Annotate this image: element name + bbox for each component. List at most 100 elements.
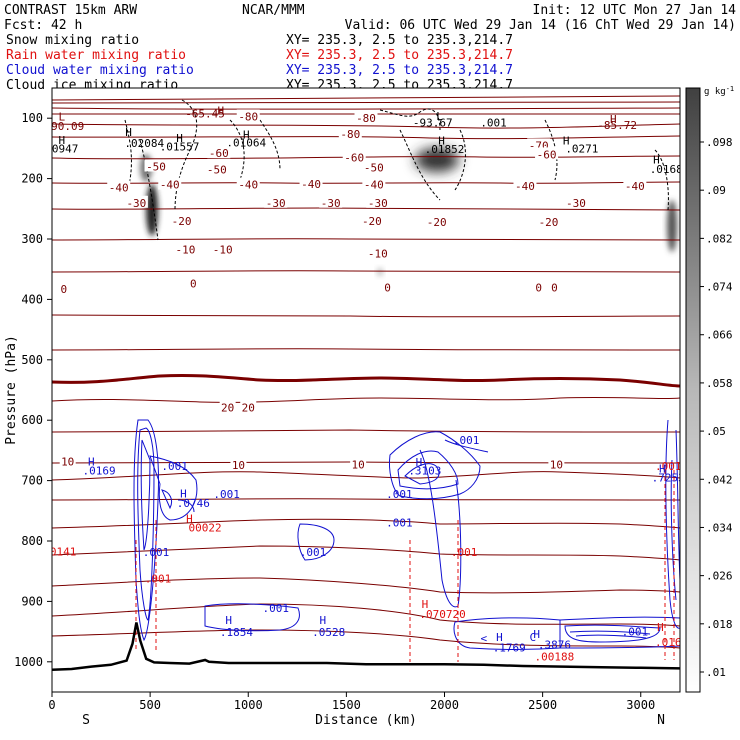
colorbar-tick-label: .018	[706, 618, 733, 631]
extremum-label: .7253	[652, 472, 685, 485]
field-xy-cloudwater: XY= 235.3, 2.5 to 235.3,214.7	[286, 63, 513, 78]
temperature-label-bg	[59, 454, 76, 467]
extremum-label: .01064	[226, 136, 266, 149]
temperature-label-bg	[362, 177, 386, 190]
x-axis-label: Distance (km)	[315, 713, 417, 728]
extremum-label: .001	[145, 572, 172, 585]
extremum-label: -85.72	[597, 119, 637, 132]
temperature-label-bg	[548, 457, 565, 470]
temperature-contour-label: 20	[221, 402, 234, 415]
colorbar-ticks: .098 .09 .082 .074 .066 .058 .05 .042 .034 .026 .0…	[700, 136, 733, 679]
extremum-label: .016	[655, 636, 682, 649]
temperature-labels: -80-80-80-60-70-60-60-50 -50 -50-40 -40 -40-…	[59, 109, 647, 472]
extremum-label: H	[496, 631, 503, 644]
temperature-contour-label: -60	[344, 151, 364, 164]
temperature-contour-label: 10	[550, 458, 563, 471]
extremum-label: H	[422, 598, 429, 611]
extremum-label: H	[320, 614, 327, 627]
temperature-label-bg	[362, 160, 386, 173]
x-axis-right-end-label: N	[657, 713, 665, 728]
temperature-label-bg	[564, 195, 588, 208]
extremum-label: H	[438, 135, 445, 148]
extremum-label: .070720	[419, 608, 465, 621]
extremum-label: .0528	[312, 626, 345, 639]
freezing-level-contour	[52, 373, 680, 388]
y-tick-label: 600	[21, 413, 43, 427]
colorbar-ramp	[685, 87, 701, 693]
x-tick-label: 500	[139, 698, 161, 712]
field-xy-snow: XY= 235.3, 2.5 to 235.3,214.7	[286, 33, 513, 48]
extremum-label: 90.09	[51, 120, 84, 133]
extremum-label: L	[436, 110, 443, 123]
x-tick-label: 2000	[430, 698, 459, 712]
colorbar-tick-label: .042	[706, 473, 733, 486]
temperature-label-bg	[219, 400, 236, 413]
temperature-contour-label: 0	[551, 281, 558, 294]
temperature-contour-label: 0	[384, 281, 391, 294]
y-tick-label: 800	[21, 534, 43, 548]
temperature-label-bg	[59, 282, 69, 295]
extremum-label: .0271	[565, 142, 598, 155]
temperature-contour-label: -30	[321, 197, 341, 210]
forecast-hour: Fcst: 42 h	[4, 18, 82, 33]
snow-blob-4	[667, 200, 677, 252]
temperature-label-bg	[240, 400, 257, 413]
extremum-label: .001	[161, 460, 188, 473]
temperature-contour-label: 10	[352, 458, 365, 471]
temperature-label-bg	[236, 109, 260, 122]
temperature-label-bg	[366, 195, 390, 208]
temperature-label-bg	[144, 159, 168, 172]
temperature-contour-label: -10	[176, 243, 196, 256]
colorbar-tick-label: .034	[706, 521, 733, 534]
extremum-label: .001	[213, 488, 240, 501]
temperature-contour-label: -10	[368, 247, 388, 260]
temperature-contour-label: -50	[364, 162, 384, 175]
y-tick-label: 1000	[14, 655, 43, 669]
extremum-label: .1854	[220, 626, 253, 639]
y-tick-label: 200	[21, 172, 43, 186]
temperature-contour-label: -40	[364, 179, 384, 192]
temperature-label-bg	[383, 280, 393, 293]
temperature-label-bg	[623, 178, 647, 191]
extremum-label: H	[176, 132, 183, 145]
x-tick-label: 3000	[626, 698, 655, 712]
temperature-contour-label: -50	[207, 164, 227, 177]
extremum-label: .001	[262, 602, 289, 615]
y-axis: 100 200 300 400 500 600 700 800 900 1000	[14, 111, 52, 669]
extremum-label: .3103	[408, 464, 441, 477]
extremum-label: .1769	[493, 641, 526, 654]
field-label-rain: Rain water mixing ratio	[6, 48, 186, 63]
extremum-label: .3876	[538, 638, 571, 651]
extremum-label: H	[88, 455, 95, 468]
temperature-label-bg	[535, 147, 559, 160]
snow-shading	[140, 148, 677, 276]
extremum-label: .0746	[177, 497, 210, 510]
temperature-label-bg	[527, 138, 551, 151]
colorbar-unit-exponent: -1	[726, 85, 734, 93]
temperature-label-bg	[338, 126, 362, 139]
extremum-label: .0168	[650, 163, 683, 176]
temperature-contour-label: -30	[368, 197, 388, 210]
extremum-label: -65.45	[185, 107, 225, 120]
extremum-label: H	[225, 614, 232, 627]
extremum-label: H	[217, 104, 224, 117]
colorbar-tick-label: .01	[706, 666, 726, 679]
temperature-contour-label: -40	[515, 180, 535, 193]
extremum-label: .001	[143, 546, 170, 559]
temperature-contour-label: -40	[238, 179, 258, 192]
extremum-label: .001	[386, 516, 413, 529]
extremum-label: H	[533, 628, 540, 641]
temperature-contour-label: -80	[340, 128, 360, 141]
temperature-contour-label: -30	[266, 197, 286, 210]
colorbar-unit-text: g kg	[704, 87, 726, 97]
temperature-contour-label: -40	[625, 180, 645, 193]
temperature-contour-label: 0	[60, 283, 67, 296]
colorbar-unit: g kg-1	[704, 85, 734, 97]
extremum-label: H	[657, 621, 664, 634]
temperature-label-bg	[205, 162, 229, 175]
temperature-contour-label: 10	[232, 459, 245, 472]
temperature-label-bg	[425, 215, 449, 228]
extremum-label: C	[530, 631, 537, 644]
temperature-contour-label: -40	[160, 179, 180, 192]
